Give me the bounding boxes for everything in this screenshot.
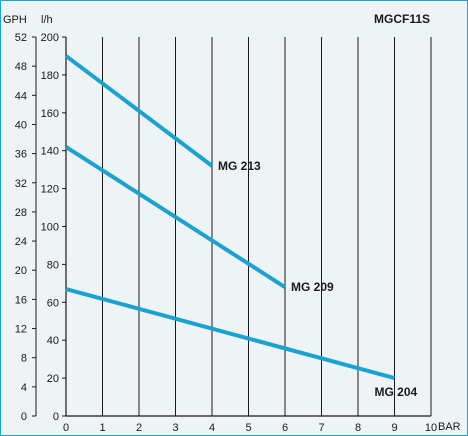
y-tick-label: 140	[41, 146, 59, 158]
y2-tick-label: 40	[15, 119, 27, 131]
series-label: MG 204	[375, 385, 418, 399]
y2-tick-label: 4	[21, 382, 27, 394]
y-tick-label: 0	[53, 411, 59, 423]
series-label: MG 213	[218, 159, 261, 173]
axes	[32, 36, 431, 417]
y-tick-label: 60	[47, 297, 59, 309]
y2-tick-label: 12	[15, 324, 27, 336]
x-tick-label: 3	[172, 422, 178, 434]
series-lines	[64, 54, 396, 381]
y-tick-label: 40	[47, 335, 59, 347]
y2-tick-label: 24	[15, 236, 27, 248]
x-tick-label: 9	[391, 422, 397, 434]
y-tick-label: 160	[41, 108, 59, 120]
x-tick-label: 5	[245, 422, 251, 434]
series-labels: MG 213 MG 209 MG 204	[218, 159, 418, 399]
y-tick-label: 120	[41, 184, 59, 196]
y-tick-label: 100	[41, 222, 59, 234]
x-tick-label: 8	[355, 422, 361, 434]
y2-axis-label: GPH	[3, 14, 27, 26]
x-tick-label: 0	[63, 422, 69, 434]
series-line	[64, 145, 287, 289]
y2-tick-label: 44	[15, 90, 27, 102]
y2-tick-label: 36	[15, 149, 27, 161]
y2-tick-label: 48	[15, 61, 27, 73]
x-tick-label: 4	[209, 422, 215, 434]
series-line	[65, 287, 396, 381]
y2-tick-label: 8	[21, 353, 27, 365]
y-tick-label: 180	[41, 70, 59, 82]
y2-tick-label: 32	[15, 178, 27, 190]
y2-tick-label: 20	[15, 265, 27, 277]
grid	[102, 37, 432, 416]
series-line	[64, 54, 214, 168]
tick-labels: 0 1 2 3 4 5 6 7 8 9 100204060801001201401601802000…	[15, 32, 437, 434]
x-tick-label: 7	[318, 422, 324, 434]
y2-tick-label: 16	[15, 294, 27, 306]
x-tick-label: 6	[282, 422, 288, 434]
y2-tick-label: 52	[15, 32, 27, 44]
x-tick-label: 10	[425, 422, 437, 434]
y-tick-label: 20	[47, 373, 59, 385]
y2-tick-label: 0	[21, 411, 27, 423]
y-tick-label: 200	[41, 32, 59, 44]
series-label: MG 209	[291, 280, 334, 294]
x-axis-label: BAR	[438, 421, 461, 433]
y-axis-label: l/h	[41, 14, 53, 26]
chart-title: MGCF11S	[374, 12, 430, 26]
y2-tick-label: 28	[15, 207, 27, 219]
y-tick-label: 80	[47, 259, 59, 271]
x-tick-label: 2	[136, 422, 142, 434]
x-tick-label: 1	[99, 422, 105, 434]
